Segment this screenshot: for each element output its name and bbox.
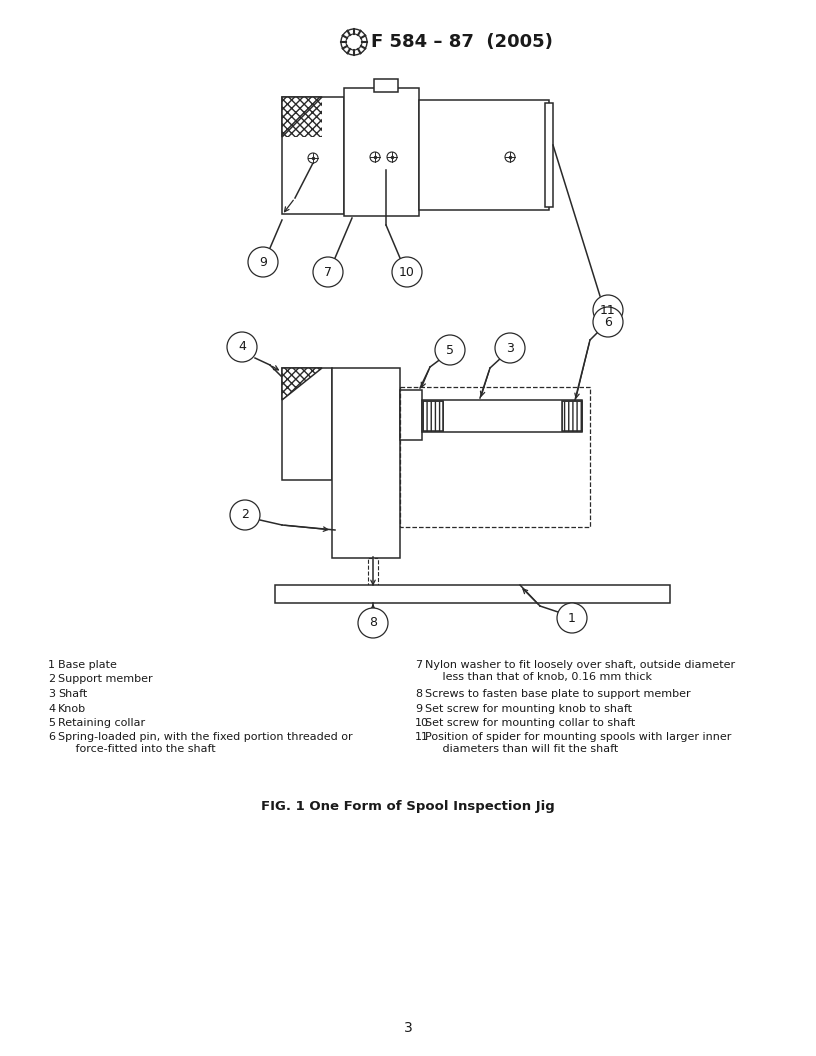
Text: 1: 1: [568, 611, 576, 624]
Bar: [344, 88, 419, 216]
Polygon shape: [282, 97, 322, 137]
Text: 10: 10: [415, 718, 429, 728]
Bar: [423, 401, 443, 431]
Text: 9: 9: [415, 703, 422, 714]
Text: Base plate: Base plate: [58, 660, 117, 670]
Circle shape: [387, 152, 397, 162]
Bar: [332, 367, 400, 558]
Circle shape: [557, 603, 587, 633]
Polygon shape: [282, 367, 322, 400]
Text: 4: 4: [238, 340, 246, 354]
Circle shape: [593, 307, 623, 337]
Bar: [368, 558, 378, 586]
Text: 11: 11: [600, 303, 616, 317]
Text: 3: 3: [506, 341, 514, 355]
Bar: [400, 386, 590, 527]
Circle shape: [248, 247, 278, 277]
Circle shape: [358, 608, 388, 638]
Text: FIG. 1 One Form of Spool Inspection Jig: FIG. 1 One Form of Spool Inspection Jig: [261, 800, 555, 813]
Bar: [275, 585, 670, 603]
Circle shape: [346, 34, 362, 50]
Bar: [545, 103, 553, 207]
Text: 7: 7: [415, 660, 422, 670]
Text: Retaining collar: Retaining collar: [58, 718, 145, 728]
Circle shape: [505, 152, 515, 162]
Circle shape: [593, 295, 623, 325]
Text: 4: 4: [48, 703, 55, 714]
Text: 9: 9: [259, 256, 267, 268]
Bar: [562, 401, 582, 431]
Text: 7: 7: [324, 265, 332, 279]
Text: 1: 1: [48, 660, 55, 670]
Bar: [282, 97, 322, 137]
Text: Knob: Knob: [58, 703, 86, 714]
Text: 10: 10: [399, 265, 415, 279]
Circle shape: [495, 333, 525, 363]
Text: 2: 2: [48, 675, 55, 684]
Text: 11: 11: [415, 733, 429, 742]
Text: Set screw for mounting knob to shaft: Set screw for mounting knob to shaft: [425, 703, 632, 714]
Circle shape: [230, 499, 260, 530]
Bar: [422, 400, 582, 432]
Bar: [282, 367, 332, 480]
Bar: [282, 97, 344, 214]
Text: 8: 8: [415, 689, 422, 699]
Text: 2: 2: [241, 509, 249, 522]
Text: Shaft: Shaft: [58, 689, 87, 699]
Text: Position of spider for mounting spools with larger inner
     diameters than wil: Position of spider for mounting spools w…: [425, 733, 731, 754]
Bar: [400, 390, 422, 440]
Circle shape: [370, 152, 380, 162]
Bar: [423, 401, 443, 431]
Bar: [419, 100, 549, 210]
Text: F 584 – 87  (2005): F 584 – 87 (2005): [371, 33, 553, 51]
Circle shape: [313, 257, 343, 287]
Text: Spring-loaded pin, with the fixed portion threaded or
     force-fitted into the: Spring-loaded pin, with the fixed portio…: [58, 733, 353, 754]
Text: Set screw for mounting collar to shaft: Set screw for mounting collar to shaft: [425, 718, 635, 728]
Text: 3: 3: [48, 689, 55, 699]
Circle shape: [435, 335, 465, 365]
Text: 8: 8: [369, 617, 377, 629]
Text: Nylon washer to fit loosely over shaft, outside diameter
     less than that of : Nylon washer to fit loosely over shaft, …: [425, 660, 735, 681]
Text: 3: 3: [404, 1021, 412, 1035]
Text: 5: 5: [48, 718, 55, 728]
Circle shape: [392, 257, 422, 287]
Text: Screws to fasten base plate to support member: Screws to fasten base plate to support m…: [425, 689, 690, 699]
Bar: [562, 401, 582, 431]
Bar: [374, 79, 398, 92]
Text: Support member: Support member: [58, 675, 153, 684]
Text: 6: 6: [48, 733, 55, 742]
Text: 6: 6: [604, 316, 612, 328]
Circle shape: [308, 153, 318, 163]
Circle shape: [227, 332, 257, 362]
Circle shape: [341, 29, 367, 55]
Text: 5: 5: [446, 343, 454, 357]
